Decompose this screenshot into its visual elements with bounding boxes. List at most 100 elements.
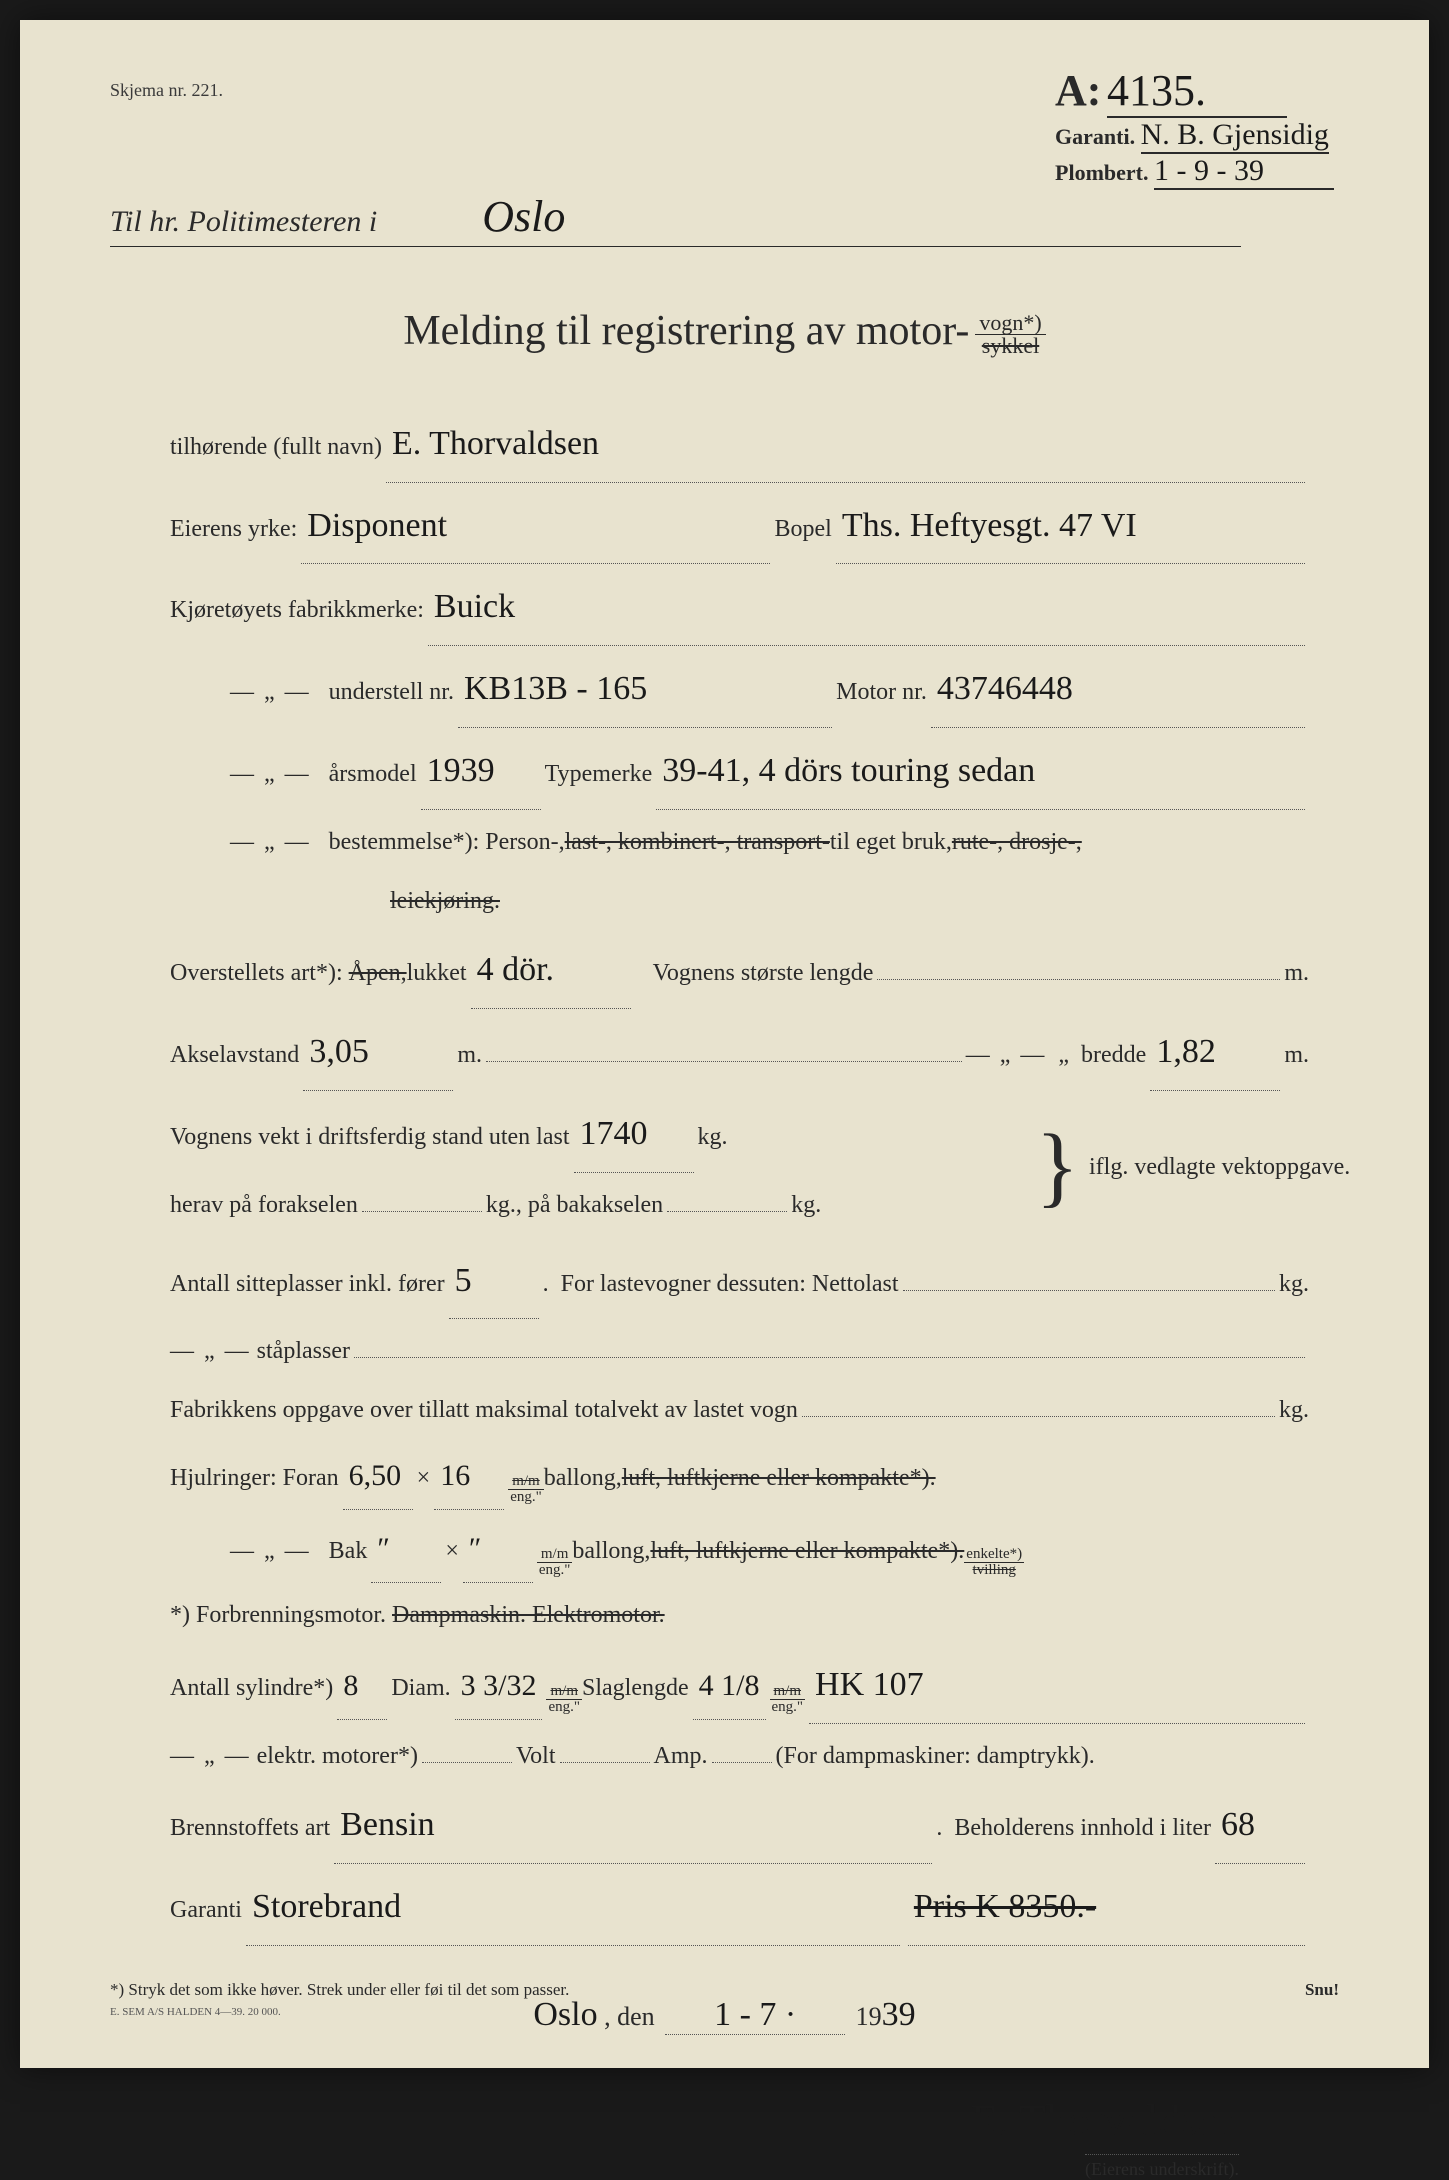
ditto-7: — „ — [170, 1730, 251, 1783]
bestemmelse-line2: leiekjøring. [390, 875, 500, 928]
damp-label: (For dampmaskiner: damptrykk). [776, 1730, 1095, 1783]
tank-label: Beholderens innhold i liter [954, 1802, 1211, 1855]
amp-label: Amp. [654, 1730, 708, 1783]
tires-front-dim2: 16 [434, 1443, 504, 1510]
motor-label: Motor nr. [836, 666, 927, 719]
addressee-value: Oslo [482, 192, 565, 241]
pris-value: Pris K 8350.- [908, 1870, 1305, 1946]
fuel-value: Bensin [334, 1788, 932, 1864]
stroke-label: Slaglengde [582, 1662, 689, 1715]
tires-rear-dim2: ″ [463, 1516, 533, 1583]
tires-front-dim1: 6,50 [343, 1443, 413, 1510]
type-value: 39-41, 4 dörs touring sedan [656, 734, 1305, 810]
bestemmelse-strike2: rute-, drosje-, [952, 816, 1082, 869]
staplasser-value [354, 1357, 1305, 1358]
motor-type-strike: Dampmaskin. Elektromotor. [392, 1589, 665, 1642]
stamp-plombert-label: Plombert. [1055, 160, 1148, 185]
weight-note: iflg. vedlagte vektoppgave. [1089, 1141, 1309, 1194]
elekt-label: elektr. motorer*) [257, 1730, 418, 1783]
tires-balloon-2: ballong, [572, 1525, 650, 1578]
make-label: Kjøretøyets fabrikkmerke: [170, 584, 424, 637]
mm-eng-4: m/meng." [770, 1684, 806, 1715]
diam-value: 3 3/32 [455, 1653, 543, 1720]
footnote: *) Stryk det som ikke høver. Strek under… [110, 1980, 569, 1999]
width-label: bredde [1081, 1029, 1146, 1082]
hk-value: HK 107 [809, 1648, 1305, 1724]
length-label: Vognens største lengde [653, 947, 874, 1000]
document-page: Skjema nr. 221. A: 4135. Garanti. N. B. … [20, 20, 1429, 2068]
volt-label: Volt [516, 1730, 556, 1783]
front-axle-label: herav på forakselen [170, 1179, 358, 1232]
mm-eng-2: m/meng." [537, 1547, 573, 1578]
footer: *) Stryk det som ikke høver. Strek under… [110, 1980, 1339, 2018]
addressee-line: Til hr. Politimesteren i Oslo [110, 191, 1241, 247]
bestemmelse-text1: Person-, [485, 816, 564, 869]
cylinders-value: 8 [337, 1653, 387, 1720]
ditto-4: — „ — [966, 1029, 1047, 1082]
ditto-5: — „ — [170, 1325, 251, 1378]
tires-balloon-1: ballong, [544, 1452, 622, 1505]
wheelbase-value: 3,05 [303, 1015, 453, 1091]
motor-value: 43746448 [931, 652, 1305, 728]
bestemmelse-label: bestemmelse*): [329, 816, 480, 869]
weight-label: Vognens vekt i driftsferdig stand uten l… [170, 1111, 570, 1164]
owner-occupation-label: Eierens yrke: [170, 503, 297, 556]
nettolast-value [903, 1290, 1275, 1291]
tires-front-label: Hjulringer: Foran [170, 1452, 339, 1505]
mm-eng-1: m/meng." [508, 1474, 544, 1505]
year-label: årsmodel [329, 748, 417, 801]
signature-block: E. Thorvaldsen (Eierens underskrift). [110, 2095, 1239, 2180]
signature-value: E. Thorvaldsen [110, 2095, 1239, 2146]
maxweight-value [802, 1416, 1275, 1417]
chassis-value: KB13B - 165 [458, 652, 832, 728]
ditto-2: — „ — [230, 748, 311, 801]
ditto-6: — „ — [230, 1525, 311, 1578]
chassis-label: understell nr. [329, 666, 454, 719]
title-prefix: Melding til registrering av motor- [403, 308, 969, 354]
stroke-value: 4 1/8 [693, 1653, 766, 1720]
motor-type-label: *) Forbrenningsmotor. [170, 1589, 386, 1642]
overstell-apen: Åpen, [349, 947, 407, 1000]
tires-rear-label: Bak [329, 1525, 368, 1578]
weight-value: 1740 [574, 1097, 694, 1173]
rear-axle-value [667, 1211, 787, 1212]
title-fraction: vogn*) sykkel [975, 312, 1045, 357]
bestemmelse-strike1: last-, kombinert-, transport- [565, 816, 830, 869]
garanti-label: Garanti [170, 1884, 242, 1937]
stamp-plombert-value: 1 - 9 - 39 [1154, 154, 1334, 190]
form-body: tilhørende (fullt navn) E. Thorvaldsen E… [170, 407, 1309, 1946]
title-vogn: vogn*) [975, 312, 1045, 335]
mm-eng-3: m/meng." [546, 1684, 582, 1715]
overstell-value: 4 dör. [471, 933, 631, 1009]
nettolast-label: For lastevogner dessuten: Nettolast [561, 1258, 899, 1311]
garanti-value: Storebrand [246, 1870, 900, 1946]
length-value [877, 979, 1280, 980]
addressee-label: Til hr. Politimesteren i [110, 205, 377, 238]
rear-axle-label: , på bakakselen [516, 1179, 663, 1232]
year-value: 1939 [421, 734, 541, 810]
width-value: 1,82 [1150, 1015, 1280, 1091]
unit-kg-5: kg. [1279, 1384, 1309, 1437]
stamp-a-label: A: [1055, 66, 1101, 115]
maxweight-label: Fabrikkens oppgave over tillatt maksimal… [170, 1384, 798, 1437]
tank-value: 68 [1215, 1788, 1305, 1864]
owner-residence-label: Bopel [774, 503, 831, 556]
owner-name-value: E. Thorvaldsen [386, 407, 1305, 483]
seats-value: 5 [449, 1244, 539, 1320]
unit-kg-1: kg. [698, 1111, 728, 1164]
staplasser-label: ståplasser [257, 1325, 350, 1378]
overstell-label: Overstellets art*): [170, 947, 343, 1000]
stamp-a-value: 4135. [1107, 65, 1287, 118]
stamp-garanti-value: N. B. Gjensidig [1141, 118, 1329, 154]
ditto-3: — „ — [230, 816, 311, 869]
snu: Snu! [1305, 1980, 1339, 2018]
brace-icon: } [1036, 1140, 1079, 1194]
tires-strike-2: luft, luftkjerne eller kompakte*). [650, 1525, 964, 1578]
form-title: Melding til registrering av motor- vogn*… [110, 307, 1339, 357]
owner-name-label: tilhørende (fullt navn) [170, 421, 382, 474]
unit-m-1: m. [1284, 947, 1309, 1000]
ditto-1: — „ — [230, 666, 311, 719]
make-value: Buick [428, 570, 1305, 646]
front-axle-value [362, 1211, 482, 1212]
fuel-label: Brennstoffets art [170, 1802, 330, 1855]
